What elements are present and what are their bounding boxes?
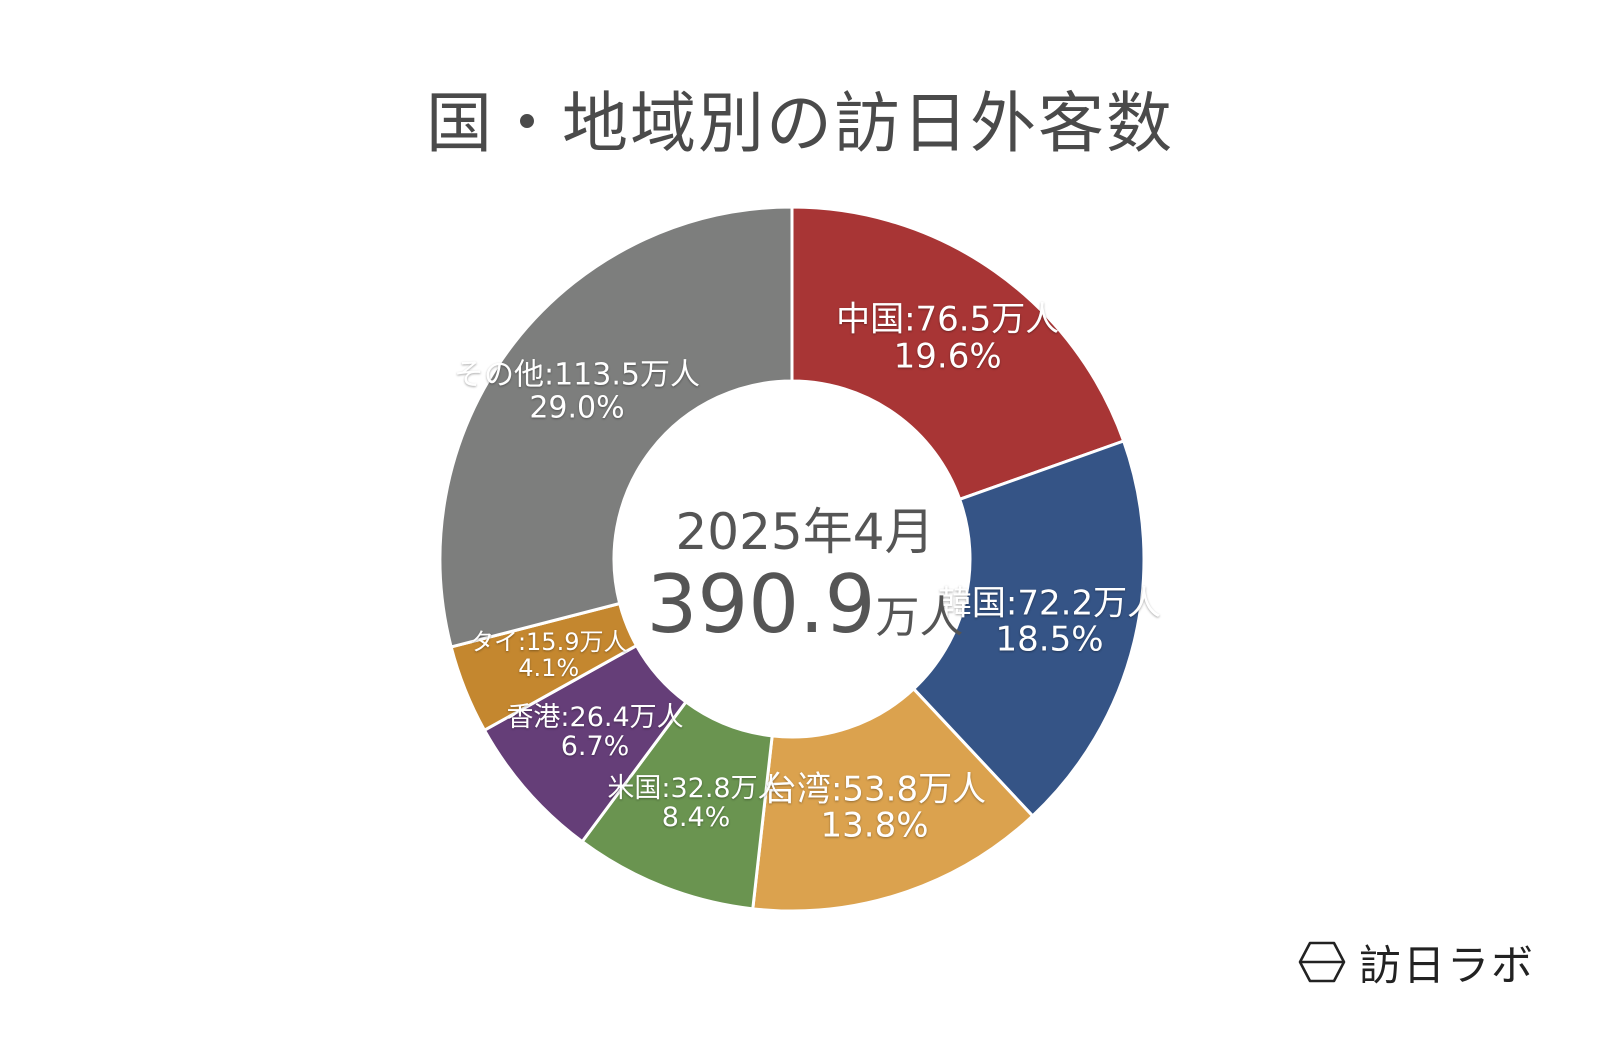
slice-label: 中国:76.5万人 19.6%: [836, 299, 1060, 377]
slice-label-name: 香港:26.4万人: [506, 701, 684, 733]
slice-label-percent: 4.1%: [518, 654, 580, 683]
slice-label-percent: 18.5%: [995, 619, 1104, 660]
slice-label: その他:113.5万人 29.0%: [453, 358, 700, 426]
slice-label: 台湾:53.8万人 13.8%: [763, 771, 986, 844]
slice-その他: [438, 205, 794, 649]
slice-label-percent: 29.0%: [529, 390, 625, 426]
slice-label-percent: 6.7%: [560, 730, 630, 762]
slice-label: 韓国:72.2万人 18.5%: [938, 585, 1161, 658]
slice-label-percent: 8.4%: [661, 801, 731, 833]
slice-台湾: [751, 686, 1035, 913]
slice-label-name: 中国:76.5万人: [836, 299, 1060, 340]
center-total-value: 390.9: [646, 558, 876, 651]
slice-label-name: その他:113.5万人: [453, 358, 700, 394]
slice-label-name: 米国:32.8万人: [607, 772, 785, 804]
slice-韓国: [911, 439, 1146, 819]
brand-name: 訪日ラボ: [1359, 940, 1536, 990]
slice-label-percent: 19.6%: [893, 336, 1002, 377]
slice-label-percent: 13.8%: [820, 805, 929, 846]
slice-label-name: 台湾:53.8万人: [762, 768, 987, 809]
center-period: 2025年4月: [675, 503, 935, 561]
slice-label-name: 韓国:72.2万人: [937, 582, 1162, 623]
slice-label: 米国:32.8万人 8.4%: [607, 772, 785, 833]
slice-中国: [790, 205, 1126, 502]
chart-title: 国・地域別の訪日外客数: [426, 85, 1174, 162]
slice-label-name: タイ:15.9万人: [469, 628, 628, 657]
brand-logo: 訪日ラボ: [1297, 932, 1535, 992]
center-total: 390.9万人: [640, 565, 970, 645]
slice-label: タイ:15.9万人 4.1%: [469, 628, 628, 683]
center-total-unit: 万人: [875, 592, 964, 643]
slice-label: 香港:26.4万人 6.7%: [506, 701, 684, 762]
hexagon-logo-icon: [1298, 941, 1346, 983]
